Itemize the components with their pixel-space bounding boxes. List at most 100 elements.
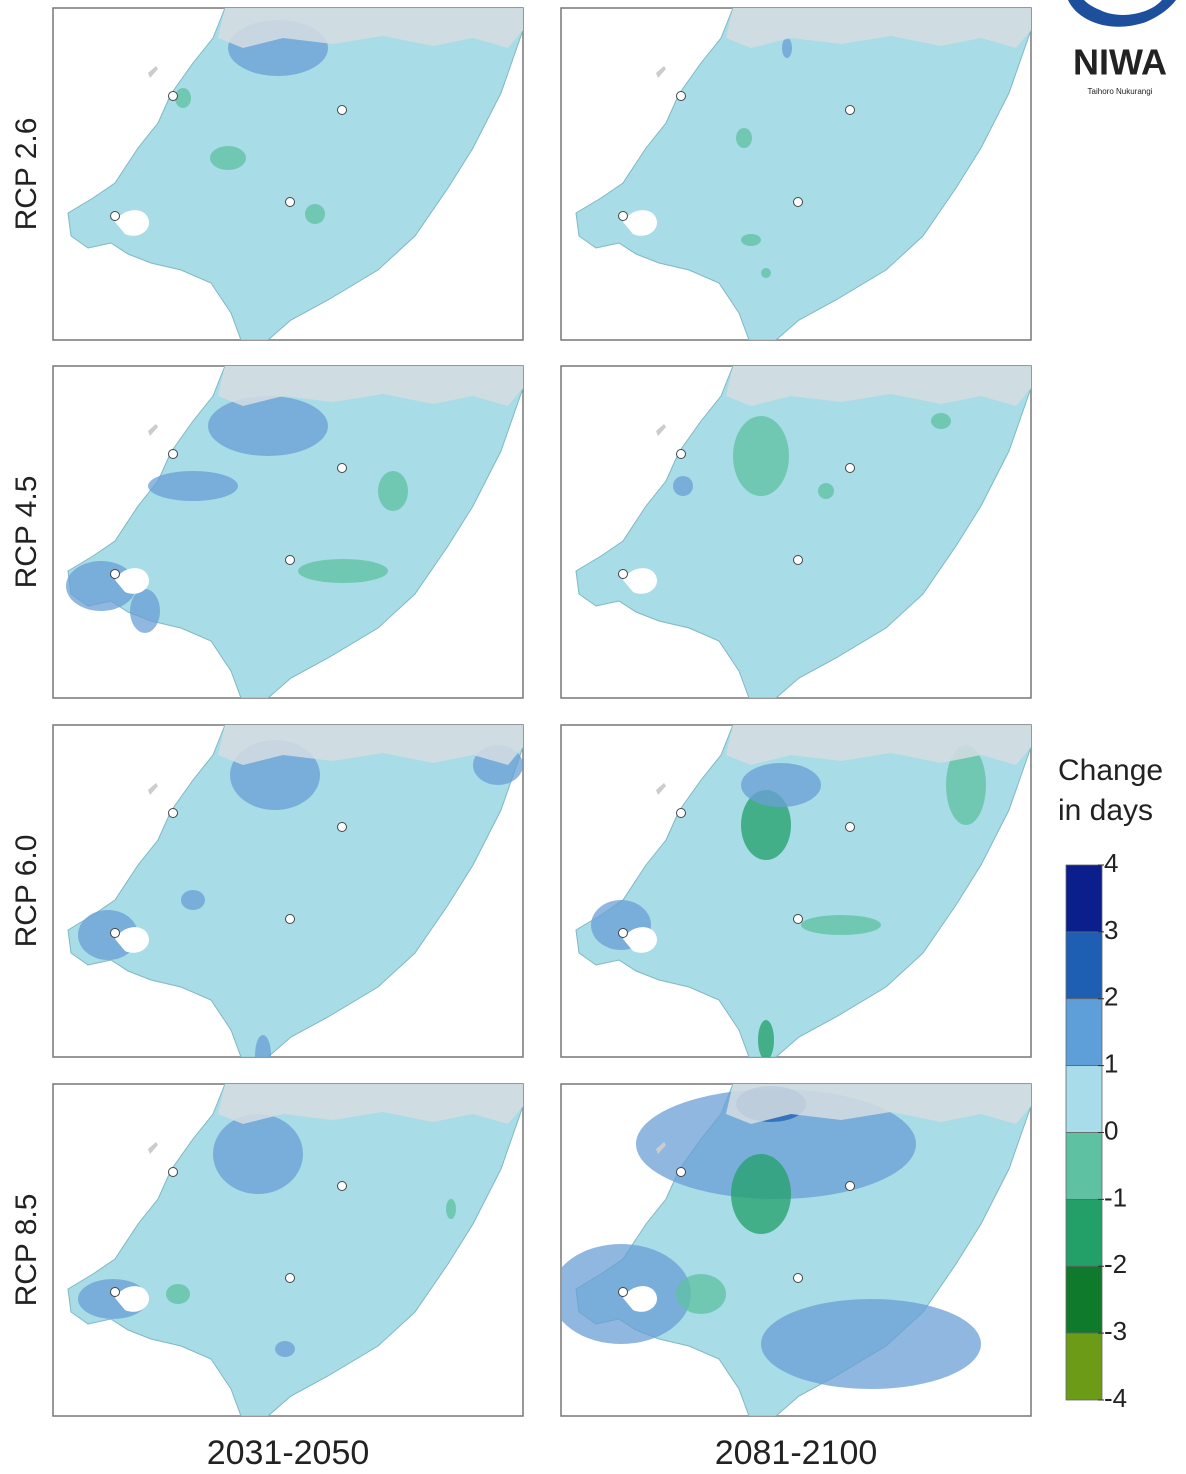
legend-tick-label: -3: [1104, 1316, 1127, 1346]
town-marker: [337, 463, 347, 473]
town-marker: [285, 555, 295, 565]
map-content: [67, 8, 523, 340]
legend-tick-label: 4: [1104, 848, 1118, 878]
legend-title: in days: [1058, 794, 1153, 827]
map-content: [67, 725, 523, 1057]
map-panel: [560, 1083, 1032, 1417]
map-content: [575, 366, 1031, 698]
harbour: [623, 568, 657, 594]
town-marker: [618, 928, 628, 938]
harbour: [623, 927, 657, 953]
map-content: [575, 725, 1031, 1057]
anomaly-area: [130, 589, 160, 633]
land: [67, 725, 523, 1057]
anomaly-area: [446, 1199, 456, 1219]
anomaly-area: [761, 1299, 981, 1389]
anomaly-area: [741, 790, 791, 860]
anomaly-area: [758, 1020, 774, 1057]
row-label: RCP 4.5: [10, 476, 43, 589]
map-panel: [560, 365, 1032, 699]
row-label: RCP 2.6: [10, 118, 43, 231]
legend-tick-label: -1: [1104, 1182, 1127, 1212]
harbour: [115, 568, 149, 594]
town-marker: [618, 211, 628, 221]
map-panel: [52, 724, 524, 1058]
town-marker: [168, 1167, 178, 1177]
town-marker: [110, 211, 120, 221]
anomaly-area: [801, 915, 881, 935]
land: [67, 1084, 523, 1416]
legend-swatch: [1065, 1332, 1103, 1401]
island: [148, 66, 158, 78]
town-marker: [845, 1181, 855, 1191]
map-panel: [52, 7, 524, 341]
town-marker: [110, 569, 120, 579]
column-label: 2081-2100: [715, 1434, 878, 1472]
map-panel: [560, 7, 1032, 341]
northern-region: [726, 8, 1031, 48]
logo-swirl: [1068, 0, 1176, 27]
map-panel: [52, 1083, 524, 1417]
anomaly-area: [731, 1154, 791, 1234]
anomaly-area: [733, 416, 789, 496]
anomaly-area: [946, 745, 986, 825]
island: [148, 783, 158, 795]
anomaly-area: [175, 88, 191, 108]
legend-swatch: [1065, 1065, 1103, 1133]
anomaly-area: [275, 1341, 295, 1357]
town-marker: [285, 1273, 295, 1283]
legend-tick-label: -2: [1104, 1249, 1127, 1279]
anomaly-area: [741, 763, 821, 807]
island: [656, 424, 666, 436]
anomaly-area: [181, 890, 205, 910]
legend-tick-label: 0: [1104, 1115, 1118, 1145]
map-content: [575, 8, 1031, 340]
anomaly-area: [761, 268, 771, 278]
legend-swatch: [1065, 1265, 1103, 1334]
northern-region: [218, 366, 523, 406]
town-marker: [618, 1287, 628, 1297]
legend-swatch: [1065, 1132, 1103, 1200]
logo-name: NIWA: [1073, 42, 1167, 83]
town-marker: [168, 808, 178, 818]
anomaly-area: [782, 38, 792, 58]
town-marker: [676, 91, 686, 101]
map-content: [66, 366, 523, 698]
anomaly-area: [213, 1114, 303, 1194]
harbour: [623, 1286, 657, 1312]
town-marker: [168, 91, 178, 101]
island: [656, 783, 666, 795]
anomaly-area: [741, 234, 761, 246]
row-label: RCP 6.0: [10, 835, 43, 948]
town-marker: [285, 197, 295, 207]
island: [148, 1142, 158, 1154]
harbour: [115, 210, 149, 236]
northern-region: [726, 1084, 1031, 1124]
northern-region: [726, 725, 1031, 765]
legend-swatch: [1065, 864, 1103, 933]
town-marker: [676, 449, 686, 459]
anomaly-area: [148, 471, 238, 501]
town-marker: [337, 1181, 347, 1191]
town-marker: [168, 449, 178, 459]
map-content: [67, 1084, 523, 1416]
anomaly-area: [676, 1274, 726, 1314]
land: [575, 366, 1031, 698]
town-marker: [618, 569, 628, 579]
anomaly-area: [305, 204, 325, 224]
town-marker: [793, 197, 803, 207]
anomaly-area: [736, 128, 752, 148]
anomaly-area: [378, 471, 408, 511]
northern-region: [218, 725, 523, 765]
harbour: [623, 210, 657, 236]
northern-region: [218, 1084, 523, 1124]
legend-title: Change: [1058, 754, 1163, 787]
land: [575, 8, 1031, 340]
town-marker: [793, 914, 803, 924]
land: [575, 725, 1031, 1057]
town-marker: [337, 822, 347, 832]
town-marker: [845, 105, 855, 115]
harbour: [115, 1286, 149, 1312]
